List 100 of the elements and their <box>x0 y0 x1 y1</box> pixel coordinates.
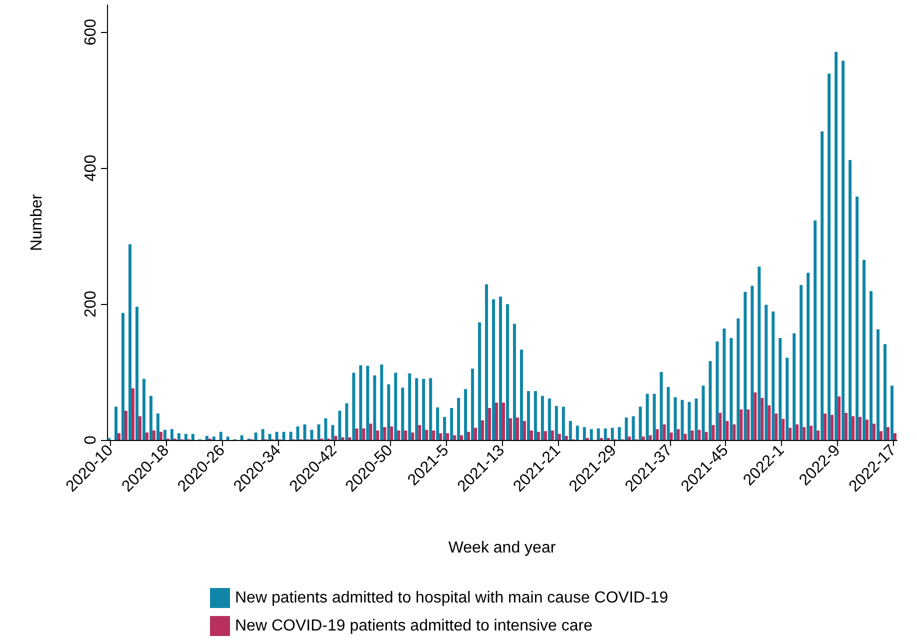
bar <box>418 425 422 440</box>
bar <box>894 433 897 440</box>
bar <box>481 420 484 440</box>
bar <box>499 296 502 440</box>
bar <box>289 432 292 440</box>
bar <box>666 386 670 440</box>
bar <box>562 406 565 440</box>
bar <box>662 424 666 440</box>
bar <box>802 427 806 440</box>
bar <box>163 430 166 440</box>
bar <box>362 428 366 440</box>
bar <box>740 409 743 440</box>
bar <box>317 424 320 440</box>
y-tick-label: 400 <box>82 154 100 182</box>
bar <box>310 430 314 440</box>
bar <box>848 160 852 440</box>
bar <box>744 292 747 440</box>
bar <box>582 427 586 440</box>
bar <box>722 328 726 440</box>
bar <box>690 430 694 440</box>
bar <box>149 396 152 440</box>
bar <box>170 429 174 440</box>
bar <box>554 406 558 440</box>
bar <box>131 388 134 440</box>
bar <box>704 432 708 440</box>
bar <box>624 418 628 440</box>
bar <box>652 394 656 440</box>
bar <box>814 220 817 440</box>
bar <box>730 338 733 440</box>
bar <box>628 436 631 440</box>
bar <box>796 424 799 440</box>
bar <box>275 432 278 440</box>
bar <box>492 299 496 440</box>
bar <box>736 318 740 440</box>
bar <box>530 430 533 440</box>
legend-label: New COVID-19 patients admitted to intensive care <box>235 618 593 634</box>
bar <box>268 434 272 440</box>
bar <box>824 413 827 440</box>
bar <box>488 408 492 440</box>
bar <box>596 428 600 440</box>
bar <box>142 378 146 440</box>
bar <box>800 285 803 440</box>
bar <box>806 272 810 440</box>
bar <box>844 412 848 440</box>
bar <box>453 435 456 440</box>
bar <box>774 413 778 440</box>
bar <box>296 426 300 440</box>
bar <box>536 432 540 440</box>
bar <box>876 329 880 440</box>
bar <box>383 427 386 440</box>
bar <box>460 435 464 440</box>
bar <box>432 430 436 440</box>
bar <box>429 378 432 440</box>
bar <box>408 373 412 440</box>
bar <box>858 416 862 440</box>
bar <box>446 433 450 440</box>
bar <box>716 341 719 440</box>
bar <box>792 333 796 440</box>
bar <box>411 432 414 440</box>
bar <box>558 434 561 440</box>
bar <box>439 433 442 440</box>
bar <box>778 338 782 440</box>
bar <box>156 413 160 440</box>
bar <box>816 430 820 440</box>
bar <box>373 375 376 440</box>
bar <box>114 406 118 440</box>
bar <box>758 266 761 440</box>
bar <box>828 74 831 440</box>
bar <box>205 436 208 440</box>
bar <box>842 60 845 440</box>
bar <box>674 397 677 440</box>
bar <box>550 430 554 440</box>
bar <box>590 429 593 440</box>
bar <box>516 418 519 440</box>
bar <box>338 410 342 440</box>
bar <box>282 432 286 440</box>
bar <box>397 430 400 440</box>
bar <box>684 434 687 440</box>
bar <box>576 426 579 440</box>
bar <box>467 432 470 440</box>
bar <box>786 358 789 440</box>
bar <box>324 418 328 440</box>
bar <box>712 425 715 440</box>
bar <box>522 420 526 440</box>
y-tick-label: 600 <box>82 18 100 46</box>
bar <box>138 416 142 440</box>
bar <box>534 391 537 440</box>
bar <box>880 431 883 440</box>
bar <box>506 304 509 440</box>
bar <box>526 391 530 440</box>
bar <box>121 312 124 440</box>
bar <box>512 324 516 440</box>
bar <box>159 432 162 440</box>
bar <box>502 402 505 440</box>
bar <box>135 306 138 440</box>
bar <box>425 430 428 440</box>
bar <box>760 398 764 440</box>
bar <box>387 384 390 440</box>
bar <box>348 437 352 440</box>
legend-label: New patients admitted to hospital with main cause COVID-19 <box>235 590 668 606</box>
